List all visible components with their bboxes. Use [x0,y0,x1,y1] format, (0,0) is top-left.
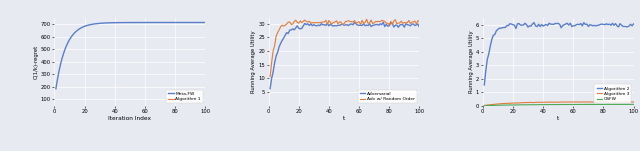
Line: Adversarial: Adversarial [270,22,419,89]
Algorithm 1 [87,108,95,109]
Adversarial [266,88,274,90]
Line: Algorithm 2: Algorithm 2 [484,23,634,85]
OSFW [618,104,625,105]
Adv w/ Random Order [410,21,417,23]
Line: OSFW: OSFW [484,104,634,106]
OSFW [570,104,577,105]
Adv w/ Random Order [295,22,303,24]
Line: Adv w/ Random Order: Adv w/ Random Order [270,19,419,77]
Line: Algorithm 3: Algorithm 3 [484,102,634,106]
OSFW [509,104,516,106]
Adv w/ Random Order [266,76,274,78]
Adversarial [415,26,423,28]
Algorithm 3 [622,101,630,103]
Algorithm 2 [630,23,637,25]
Legend: Algorithm 2, Algorithm 3, OSFW: Algorithm 2, Algorithm 3, OSFW [595,84,632,103]
Legend: Meta-FW, Algorithm 1: Meta-FW, Algorithm 1 [166,90,203,103]
Algorithm 1 [129,108,137,109]
Adv w/ Random Order [343,20,351,22]
Adv w/ Random Order [355,21,363,23]
Algorithm 3 [481,105,488,106]
Meta-FW [52,88,60,90]
Y-axis label: C(1/k)-regret: C(1/k)-regret [34,45,38,79]
Algorithm 3 [618,101,625,103]
Meta-FW [194,22,202,23]
Line: Meta-FW: Meta-FW [56,22,205,89]
Algorithm 3 [557,101,565,103]
Adversarial [355,24,363,26]
Algorithm 3 [570,101,577,103]
Algorithm 3 [509,102,516,104]
Algorithm 1 [52,108,60,109]
Algorithm 2 [624,26,632,28]
Algorithm 3 [630,101,637,103]
OSFW [630,103,637,105]
Meta-FW [87,24,95,26]
Adversarial [301,22,308,24]
Meta-FW [202,22,209,23]
Algorithm 2 [570,25,577,27]
OSFW [557,104,565,105]
Algorithm 1 [141,108,148,109]
Adversarial [380,21,387,23]
Adv w/ Random Order [301,19,308,21]
Algorithm 2 [509,24,516,26]
Meta-FW [129,22,137,23]
X-axis label: t: t [343,116,345,121]
Algorithm 1 [81,108,88,109]
Meta-FW [81,25,88,27]
Algorithm 3 [515,102,523,104]
Meta-FW [141,22,148,23]
OSFW [515,104,523,106]
Adv w/ Random Order [415,21,423,22]
Adversarial [343,24,351,26]
Algorithm 1 [202,108,209,109]
Adv w/ Random Order [363,18,371,20]
Algorithm 2 [515,23,523,24]
X-axis label: t: t [557,116,559,121]
Meta-FW [189,22,197,23]
Adversarial [410,23,417,25]
Adv w/ Random Order [405,19,413,21]
Algorithm 2 [557,27,565,29]
Legend: Adversarial, Adv w/ Random Order: Adversarial, Adv w/ Random Order [358,90,417,103]
Y-axis label: Running Average Utility: Running Average Utility [252,31,256,93]
Adversarial [405,24,413,26]
Adversarial [295,27,303,29]
Y-axis label: Running Average Utility: Running Average Utility [469,31,474,93]
OSFW [622,103,630,105]
Algorithm 1 [189,108,197,109]
Algorithm 1 [194,108,202,109]
X-axis label: Iteration Index: Iteration Index [108,116,151,121]
Algorithm 2 [481,84,488,86]
Algorithm 2 [580,22,588,24]
Algorithm 2 [620,26,627,27]
OSFW [624,103,632,105]
OSFW [481,105,488,107]
Algorithm 3 [627,101,634,103]
